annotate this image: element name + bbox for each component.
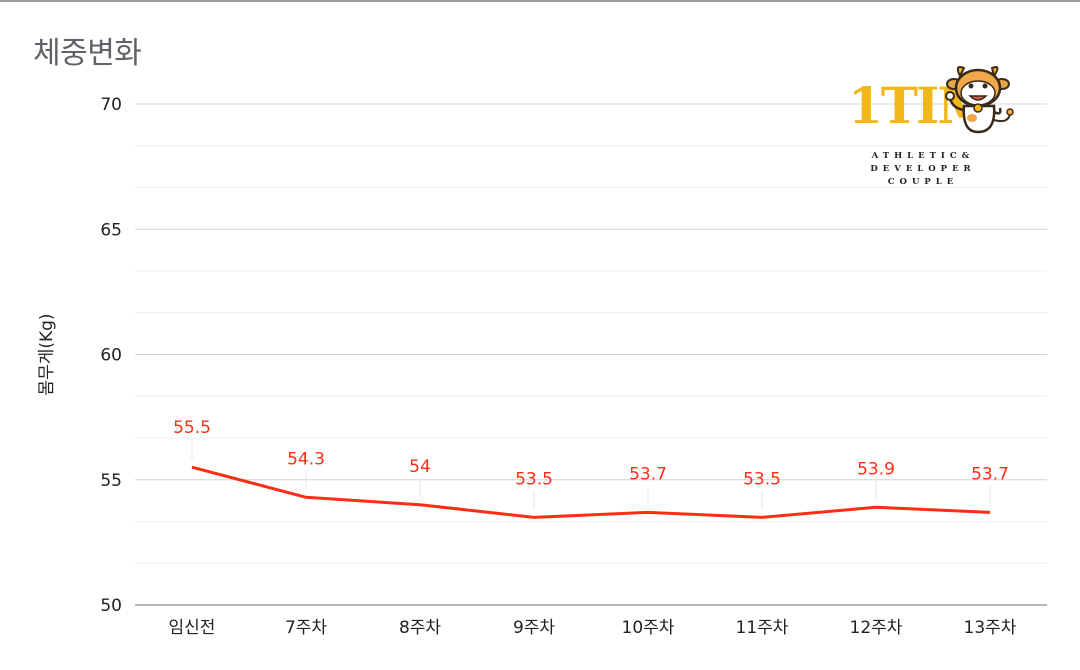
data-label: 53.5 bbox=[743, 469, 781, 489]
logo-tagline-3: COUPLE bbox=[887, 177, 959, 187]
chart-title: 체중변화 bbox=[33, 36, 142, 71]
data-label: 54 bbox=[409, 457, 431, 477]
data-label: 54.3 bbox=[287, 449, 325, 469]
x-tick-label: 7주차 bbox=[285, 618, 327, 638]
data-label: 53.7 bbox=[629, 464, 667, 484]
data-label: 55.5 bbox=[173, 418, 211, 438]
top-border bbox=[0, 0, 1080, 2]
x-tick-label: 9주차 bbox=[513, 618, 555, 638]
y-axis-label: 몸무게(Kg) bbox=[37, 313, 57, 395]
x-tick-label: 12주차 bbox=[850, 618, 903, 638]
y-tick-label: 50 bbox=[100, 596, 122, 616]
logo: 1TIM ATHLETIC& DEVELOPER COUPLE bbox=[848, 58, 1018, 198]
y-tick-label: 70 bbox=[100, 95, 122, 115]
logo-tagline-2: DEVELOPER bbox=[870, 164, 976, 174]
y-tick-label: 60 bbox=[100, 346, 122, 366]
x-tick-label: 13주차 bbox=[964, 618, 1017, 638]
x-tick-label: 8주차 bbox=[399, 618, 441, 638]
x-tick-label: 임신전 bbox=[169, 618, 216, 638]
x-tick-label: 10주차 bbox=[622, 618, 675, 638]
x-tick-label: 11주차 bbox=[736, 618, 789, 638]
data-label: 53.7 bbox=[971, 464, 1009, 484]
logo-tagline-1: ATHLETIC& bbox=[871, 151, 975, 161]
data-label: 53.5 bbox=[515, 469, 553, 489]
y-tick-label: 65 bbox=[100, 220, 122, 240]
series-line bbox=[191, 465, 991, 519]
y-tick-label: 55 bbox=[100, 471, 122, 491]
data-label: 53.9 bbox=[857, 459, 895, 479]
cow-mascot-icon bbox=[945, 66, 1014, 134]
